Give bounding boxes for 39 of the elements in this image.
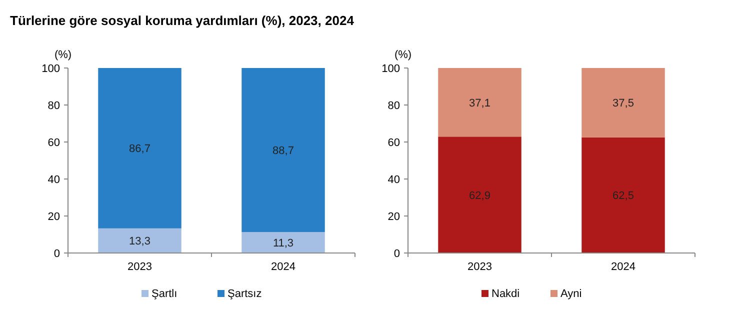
- data-label: 37,1: [469, 97, 490, 110]
- y-tick-label: 80: [388, 100, 400, 112]
- bar: [582, 68, 665, 138]
- x-tick-label: 2023: [128, 261, 152, 273]
- y-tick-label: 60: [48, 137, 60, 149]
- y-tick-label: 80: [48, 100, 60, 112]
- data-label: 62,5: [612, 190, 634, 202]
- y-tick-label: 100: [382, 63, 400, 75]
- data-label: 86,7: [129, 143, 150, 156]
- y-axis-title: (%): [394, 49, 412, 61]
- bar: [242, 68, 325, 232]
- data-label: 37,5: [612, 98, 634, 110]
- y-tick-label: 40: [388, 174, 400, 186]
- data-label: 13,3: [129, 236, 150, 248]
- x-tick-label: 2024: [271, 261, 296, 273]
- data-label: 11,3: [272, 238, 294, 250]
- legend-label: Şartsız: [228, 288, 262, 300]
- y-axis-title: (%): [54, 49, 72, 61]
- data-label: 62,9: [469, 190, 490, 202]
- y-tick-label: 40: [48, 174, 60, 186]
- data-label: 88,7: [272, 145, 294, 158]
- bar: [98, 228, 182, 253]
- legend-label: Nakdi: [492, 288, 520, 300]
- x-tick-label: 2024: [611, 261, 636, 273]
- chart-title: Türlerine göre sosyal koruma yardımları (%), 2023, 2024: [10, 13, 355, 28]
- y-tick-label: 0: [54, 248, 60, 260]
- bar: [98, 68, 182, 228]
- bar: [438, 68, 522, 137]
- y-tick-label: 0: [394, 248, 400, 260]
- y-tick-label: 100: [42, 63, 60, 75]
- y-tick-label: 60: [388, 137, 400, 149]
- legend-label: Ayni: [560, 288, 582, 300]
- y-tick-label: 20: [388, 211, 400, 223]
- legend-label: Şartlı: [152, 288, 178, 300]
- x-tick-label: 2023: [468, 261, 492, 273]
- bar: [582, 137, 665, 253]
- y-tick-label: 20: [48, 211, 60, 223]
- bar: [438, 136, 522, 253]
- bar: [242, 232, 325, 253]
